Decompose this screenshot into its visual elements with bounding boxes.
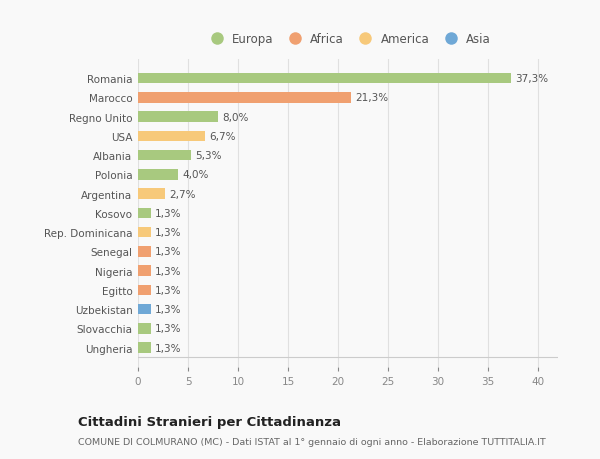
Bar bbox=[138, 208, 151, 219]
Bar bbox=[138, 304, 151, 315]
Bar bbox=[138, 246, 151, 257]
Text: 1,3%: 1,3% bbox=[155, 247, 182, 257]
Bar bbox=[138, 93, 351, 103]
Text: 1,3%: 1,3% bbox=[155, 343, 182, 353]
Text: 1,3%: 1,3% bbox=[155, 304, 182, 314]
Bar bbox=[138, 170, 178, 180]
Text: 1,3%: 1,3% bbox=[155, 208, 182, 218]
Bar bbox=[138, 285, 151, 296]
Bar bbox=[138, 112, 218, 123]
Text: 37,3%: 37,3% bbox=[515, 74, 548, 84]
Text: COMUNE DI COLMURANO (MC) - Dati ISTAT al 1° gennaio di ogni anno - Elaborazione : COMUNE DI COLMURANO (MC) - Dati ISTAT al… bbox=[78, 437, 546, 446]
Legend: Europa, Africa, America, Asia: Europa, Africa, America, Asia bbox=[200, 28, 496, 51]
Bar bbox=[138, 151, 191, 161]
Text: 1,3%: 1,3% bbox=[155, 285, 182, 295]
Bar bbox=[138, 324, 151, 334]
Bar bbox=[138, 189, 165, 200]
Text: 8,0%: 8,0% bbox=[222, 112, 248, 123]
Bar bbox=[138, 131, 205, 142]
Text: 4,0%: 4,0% bbox=[182, 170, 208, 180]
Text: Cittadini Stranieri per Cittadinanza: Cittadini Stranieri per Cittadinanza bbox=[78, 415, 341, 428]
Text: 2,7%: 2,7% bbox=[169, 189, 196, 199]
Text: 1,3%: 1,3% bbox=[155, 228, 182, 238]
Text: 1,3%: 1,3% bbox=[155, 266, 182, 276]
Text: 21,3%: 21,3% bbox=[355, 93, 388, 103]
Bar bbox=[138, 343, 151, 353]
Bar bbox=[138, 266, 151, 276]
Text: 1,3%: 1,3% bbox=[155, 324, 182, 334]
Text: 5,3%: 5,3% bbox=[195, 151, 221, 161]
Bar bbox=[138, 227, 151, 238]
Bar bbox=[138, 73, 511, 84]
Text: 6,7%: 6,7% bbox=[209, 132, 235, 141]
